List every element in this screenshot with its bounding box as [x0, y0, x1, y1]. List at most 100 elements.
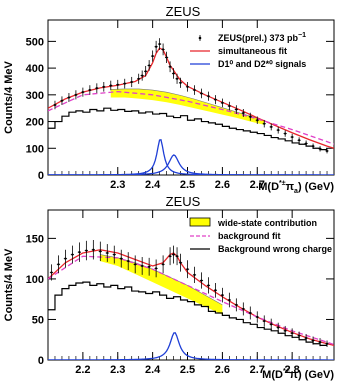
data-point	[318, 147, 322, 150]
data-point	[175, 77, 179, 80]
data-point	[179, 261, 182, 264]
data-point	[263, 319, 266, 323]
y-tick-label: 50	[32, 314, 44, 326]
data-point	[298, 139, 301, 142]
data-point	[53, 103, 57, 107]
x-tick-label: 2.3	[110, 364, 125, 376]
legend-entry-label: Background wrong charge	[218, 244, 332, 254]
x-tick-label: 2.8	[284, 364, 299, 376]
data-point	[95, 87, 98, 90]
data-point	[304, 337, 308, 340]
data-point	[165, 56, 168, 59]
x-axis-title: M(D*±πa) (GeV)	[258, 180, 334, 195]
data-point	[235, 108, 238, 111]
data-point	[235, 303, 238, 306]
data-point	[92, 248, 95, 251]
data-point	[291, 135, 294, 139]
legend-marker	[198, 36, 202, 40]
data-point	[137, 77, 140, 80]
x-tick-label: 2.6	[215, 179, 230, 191]
x-tick-label: 2.4	[145, 179, 161, 191]
data-point	[325, 342, 329, 345]
data-point	[172, 253, 175, 256]
y-axis-title: Counts/4 MeV	[3, 248, 15, 321]
signal-curve	[48, 332, 334, 360]
experiment-label: ZEUS	[166, 194, 201, 209]
x-tick-label: 2.5	[180, 179, 195, 191]
wrong-charge-histogram	[48, 281, 328, 347]
y-tick-label: 100	[26, 143, 44, 155]
data-point	[109, 84, 112, 87]
legend-entry-label: ZEUS(prel.) 373 pb−1	[218, 32, 306, 43]
plot-frame	[47, 209, 335, 361]
plot-area	[48, 240, 334, 360]
data-point	[123, 82, 126, 85]
y-tick-label: 0	[38, 170, 44, 182]
xlabel-tail: ) (GeV)	[298, 369, 334, 381]
top-panel: ZEUS Counts/4 MeV M(D*±πa) (GeV) 2.3 2.4 2…	[3, 4, 335, 195]
data-point	[193, 273, 196, 276]
wide-state-band-edge	[110, 88, 265, 121]
y-axis-title-text: Counts/4 MeV	[3, 60, 15, 133]
data-point	[175, 255, 179, 258]
background-fit-line	[48, 90, 334, 145]
data-point	[116, 83, 119, 86]
data-point	[311, 339, 315, 342]
legend-entry-sup: −1	[298, 32, 306, 39]
data-point	[64, 257, 67, 260]
data-point	[85, 249, 88, 252]
data-point	[88, 88, 91, 92]
data-point	[71, 253, 74, 256]
data-point	[74, 93, 78, 96]
legend-band-swatch	[189, 217, 211, 227]
xlabel-main: M(D	[262, 369, 283, 381]
data-point	[228, 298, 231, 302]
data-point	[200, 92, 203, 95]
y-tick-label: 0	[38, 355, 44, 367]
x-tick-label: 2.7	[250, 179, 265, 191]
data-point	[50, 271, 53, 274]
data-point	[134, 263, 137, 266]
data-point	[242, 111, 245, 115]
xlabel-mid: π	[290, 369, 299, 381]
data-point	[221, 101, 224, 104]
signal-curve	[48, 154, 334, 175]
data-point	[214, 98, 217, 101]
data-point	[228, 104, 231, 108]
xlabel-mid: π	[286, 181, 295, 193]
x-tick-label: 2.3	[110, 179, 125, 191]
data-point	[141, 74, 144, 77]
fit-line	[48, 47, 334, 149]
data-point	[155, 45, 158, 48]
wide-state-band	[100, 254, 223, 315]
data-point	[148, 265, 151, 268]
y-tick-label: 300	[26, 90, 44, 102]
data-point	[284, 329, 287, 332]
data-point	[102, 85, 105, 88]
wrong-charge-histogram	[48, 107, 328, 151]
x-tick-label: 2.6	[215, 364, 230, 376]
data-point	[179, 81, 182, 84]
data-point	[311, 145, 315, 148]
data-point	[270, 323, 273, 326]
data-point	[168, 65, 172, 68]
xlabel-sup: *±	[283, 368, 290, 375]
y-axis-title-text: Counts/4 MeV	[3, 248, 15, 321]
data-point	[120, 257, 123, 260]
data-point	[263, 122, 266, 125]
data-point	[161, 48, 165, 51]
data-point	[249, 311, 252, 315]
xlabel-tail: ) (GeV)	[298, 181, 334, 193]
x-tick-label: 2.7	[250, 364, 265, 376]
data-point	[158, 42, 161, 46]
data-point	[249, 115, 252, 118]
y-tick-label: 200	[26, 117, 44, 129]
data-point	[81, 91, 84, 94]
wide-state-band	[110, 88, 265, 125]
data-point	[161, 263, 165, 266]
data-point	[221, 294, 224, 297]
data-point	[172, 72, 175, 75]
data-point	[99, 250, 102, 253]
data-point	[207, 95, 210, 98]
